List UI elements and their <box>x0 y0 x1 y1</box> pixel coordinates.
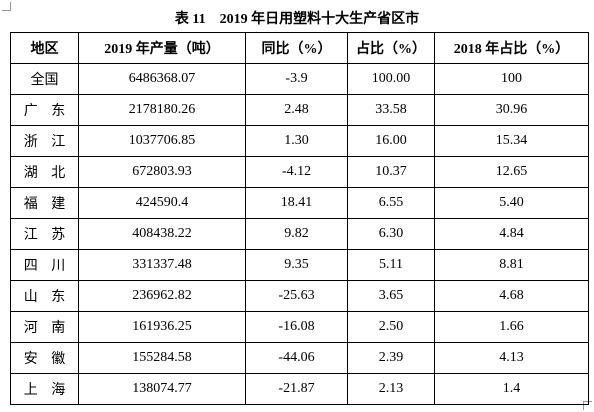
region-cell: 河 南 <box>10 311 79 343</box>
table-row: 广 东 2178180.26 2.48 33.58 30.96 <box>10 94 589 126</box>
table-row: 河 南 161936.25 -16.08 2.50 1.66 <box>10 311 589 343</box>
value-cell: 2.48 <box>245 94 348 126</box>
value-cell: 6486368.07 <box>78 63 246 95</box>
value-cell: 4.68 <box>434 280 589 312</box>
value-cell: 8.81 <box>434 249 589 281</box>
header-cell: 2018 年占比（%） <box>434 32 589 64</box>
value-cell: 4.84 <box>434 218 589 250</box>
value-cell: 424590.4 <box>78 187 246 219</box>
value-cell: 2.39 <box>347 342 435 374</box>
header-cell: 2019 年产量（吨） <box>78 32 246 64</box>
region-cell: 浙 江 <box>10 125 79 157</box>
value-cell: 30.96 <box>434 94 589 126</box>
data-table: 地区 2019 年产量（吨） 同比（%） 占比（%） 2018 年占比（%） 全国 648… <box>10 32 589 405</box>
value-cell: -4.12 <box>245 156 348 188</box>
region-cell: 福 建 <box>10 187 79 219</box>
value-cell: -25.63 <box>245 280 348 312</box>
table-row: 浙 江 1037706.85 1.30 16.00 15.34 <box>10 125 589 157</box>
region-cell: 四 川 <box>10 249 79 281</box>
value-cell: 33.58 <box>347 94 435 126</box>
table-row: 山 东 236962.82 -25.63 3.65 4.68 <box>10 280 589 312</box>
value-cell: 100.00 <box>347 63 435 95</box>
value-cell: 331337.48 <box>78 249 246 281</box>
value-cell: 1.30 <box>245 125 348 157</box>
value-cell: 155284.58 <box>78 342 246 374</box>
value-cell: 1037706.85 <box>78 125 246 157</box>
value-cell: 1.66 <box>434 311 589 343</box>
table-row: 福 建 424590.4 18.41 6.55 5.40 <box>10 187 589 219</box>
value-cell: 236962.82 <box>78 280 246 312</box>
region-cell: 上 海 <box>10 373 79 405</box>
value-cell: 18.41 <box>245 187 348 219</box>
region-cell: 全国 <box>10 63 79 95</box>
value-cell: 9.82 <box>245 218 348 250</box>
value-cell: -3.9 <box>245 63 348 95</box>
value-cell: -21.87 <box>245 373 348 405</box>
value-cell: 3.65 <box>347 280 435 312</box>
region-cell: 江 苏 <box>10 218 79 250</box>
table-row: 上 海 138074.77 -21.87 2.13 1.4 <box>10 373 589 405</box>
table-row: 安 徽 155284.58 -44.06 2.39 4.13 <box>10 342 589 374</box>
value-cell: 2.13 <box>347 373 435 405</box>
value-cell: 138074.77 <box>78 373 246 405</box>
value-cell: 5.11 <box>347 249 435 281</box>
crop-mark <box>2 2 11 11</box>
header-cell: 占比（%） <box>347 32 435 64</box>
header-row: 地区 2019 年产量（吨） 同比（%） 占比（%） 2018 年占比（%） <box>10 32 589 64</box>
region-cell: 湖 北 <box>10 156 79 188</box>
value-cell: 10.37 <box>347 156 435 188</box>
value-cell: -44.06 <box>245 342 348 374</box>
value-cell: 100 <box>434 63 589 95</box>
header-cell: 同比（%） <box>245 32 348 64</box>
region-cell: 安 徽 <box>10 342 79 374</box>
value-cell: 161936.25 <box>78 311 246 343</box>
table-row: 四 川 331337.48 9.35 5.11 8.81 <box>10 249 589 281</box>
value-cell: 6.30 <box>347 218 435 250</box>
table-title: 表 11 2019 年日用塑料十大生产省区市 <box>174 12 420 27</box>
value-cell: 2178180.26 <box>78 94 246 126</box>
value-cell: 15.34 <box>434 125 589 157</box>
value-cell: 12.65 <box>434 156 589 188</box>
value-cell: 4.13 <box>434 342 589 374</box>
table-row: 湖 北 672803.93 -4.12 10.37 12.65 <box>10 156 589 188</box>
value-cell: 1.4 <box>434 373 589 405</box>
value-cell: 2.50 <box>347 311 435 343</box>
value-cell: -16.08 <box>245 311 348 343</box>
value-cell: 672803.93 <box>78 156 246 188</box>
table-row: 全国 6486368.07 -3.9 100.00 100 <box>10 63 589 95</box>
value-cell: 408438.22 <box>78 218 246 250</box>
value-cell: 6.55 <box>347 187 435 219</box>
table-row: 江 苏 408438.22 9.82 6.30 4.84 <box>10 218 589 250</box>
header-cell: 地区 <box>10 32 79 64</box>
region-cell: 广 东 <box>10 94 79 126</box>
region-cell: 山 东 <box>10 280 79 312</box>
value-cell: 5.40 <box>434 187 589 219</box>
value-cell: 9.35 <box>245 249 348 281</box>
value-cell: 16.00 <box>347 125 435 157</box>
